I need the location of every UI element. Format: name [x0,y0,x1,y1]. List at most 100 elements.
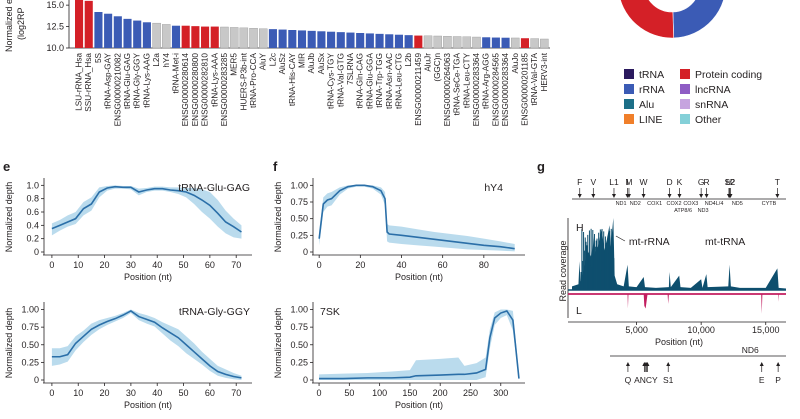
bar-x-tick-label: hY4 [162,53,171,68]
heavy-trna-label: I [626,177,628,187]
heavy-trna-arrowhead [626,194,631,198]
heavy-protein-gene-label: ND2 [630,201,641,207]
panel-f2-ci-band [319,309,519,380]
light-trna-label: P [775,375,781,385]
bar-y-tick-label: 10.0 [46,43,64,53]
bar-x-tick-label: tRNA-Val-GTG [336,53,345,107]
panel-f2-y-tick-label: 0 [303,375,308,385]
panel-e2-y-tick-label: 0.75 [21,322,39,332]
bar-x-tick-label: tRNA-Glu-GGA [365,52,374,108]
panel-e2-x-tick-label: 40 [152,388,162,398]
bar-x-tick-label: ENSG00000210082 [113,53,122,127]
bar-x-tick-label: tRNA-Pro-CCA [249,52,258,108]
bar-x-tick-label: AluSx [317,53,326,74]
legend-swatch-lncrna [680,84,690,94]
trna-annotation: mt-tRNA [705,236,745,248]
bar-x-tick-label: L2b [404,53,413,67]
bar-x-tick-label: ENSG00000283364 [472,53,481,127]
heavy-trna-label: V [590,177,596,187]
panel-e1-y-tick-label: 0.8 [26,194,39,204]
panel-e1-mean-line [51,185,242,233]
heavy-trna-label: K [677,177,683,187]
heavy-protein-gene-label: ND1 [616,201,627,207]
legend-swatch-snrna [680,99,690,109]
bar-21 [278,29,287,48]
light-trna-arrowhead [759,362,764,366]
bar-x-tick-label: MER5 [230,53,239,76]
bar-45 [511,37,520,49]
panel-f2-y-tick-label: 0.75 [290,322,308,332]
bar-x-tick-label: ENSG00000284565 [491,53,500,127]
legend-label: LINE [639,114,662,126]
bar-x-tick-label: tRNA-Met-i [171,53,180,94]
bar-5 [123,18,132,48]
bar-30 [365,33,374,48]
panel-f1-x-label: Position (nt) [395,272,443,282]
panel-e1-x-tick-label: 40 [152,260,162,270]
panel-f2-y-label: Normalized depth [273,308,283,379]
bar-34 [404,35,413,48]
bar-ylabel-line1: Normalized e [4,0,14,52]
bar-27 [336,32,345,48]
bar-8 [152,22,161,49]
heavy-strand-label: H [576,222,584,234]
bar-39 [452,36,462,49]
bar-47 [530,38,539,49]
bar-x-tick-label: ENSG00000264063 [443,53,452,127]
panel-f2-y-tick-label: 1.00 [290,305,308,315]
bar-chart-panel: Normalized e (log2RP 10.0 12.5 15.0 LSU-rR… [4,0,550,126]
donut-slice-protein-coding [620,0,675,39]
bar-40 [462,36,472,49]
bar-3 [104,13,113,48]
light-strand-label: L [576,305,582,317]
legend-label: tRNA [639,69,664,81]
heavy-protein-gene-label: COX1 [647,201,662,207]
bar-42 [482,37,491,48]
bar-x-tick-label: tRNA-Leu-CTG [394,53,403,109]
heavy-trna-arrowhead [677,194,682,198]
panel-f1-x-tick-label: 20 [355,260,365,270]
bar-x-tick-label: ENSG00000280800 [191,53,200,127]
bar-4 [113,16,122,48]
light-trna-arrowhead [625,362,630,366]
panel-e1-x-tick-label: 70 [231,260,241,270]
bar-32 [385,34,394,48]
bar-29 [356,33,365,48]
bar-x-tick-label: tRNA-Arg-AGG [482,53,491,109]
bar-13 [201,26,210,48]
bar-series [75,0,549,49]
bar-x-tick-label: ENSG00000283364 [501,53,510,127]
bar-28 [346,32,355,48]
panel-f1-x-tick-label: 60 [438,260,448,270]
bar-33 [394,34,403,48]
bar-x-tick-label: AluJr [424,53,433,72]
legend: tRNA rRNA Alu LINE Protein coding lncRNA snRNA… [624,69,762,126]
panel-f1-y-tick-label: 0.50 [290,214,308,224]
panel-f2-x-tick-label: 250 [463,388,478,398]
light-coverage-area [572,294,786,314]
panel-e2-title: tRNA-Gly-GGY [179,306,250,318]
bar-x-tick-label: AluY [259,52,268,70]
bar-x-tick-label: tRNA-Lys-AAA [210,52,219,106]
panel-e2-y-tick-label: 0.50 [21,340,39,350]
bar-x-tick-label: AluSz [278,53,287,74]
heavy-trna-arrowhead [591,194,596,198]
light-trna-label: Q [625,375,632,385]
heavy-trna-label: G [698,177,705,187]
light-trna-arrowhead [645,362,650,366]
panel-letter-g: g [537,159,545,174]
rrna-annotation: mt-rRNA [629,236,670,248]
coverage-plot-hY4: 0 0.25 0.50 0.75 1.00 0 20 40 60 80 Position (nt) N… [273,178,525,282]
panel-e1-y-tick-label: 0.2 [26,234,39,244]
bar-48 [540,38,549,49]
bar-46 [520,38,530,48]
panel-e1-title: tRNA-Glu-GAG [178,182,250,194]
bar-x-tick-label: tRNA-Val-GTA [530,52,539,105]
bar-6 [133,20,142,48]
panel-f1-y-tick-label: 0.75 [290,197,308,207]
bar-22 [288,30,297,48]
panel-f2-x-tick-label: 0 [317,388,322,398]
bar-12 [191,26,200,48]
panel-e2-y-tick-label: 0.25 [21,357,39,367]
